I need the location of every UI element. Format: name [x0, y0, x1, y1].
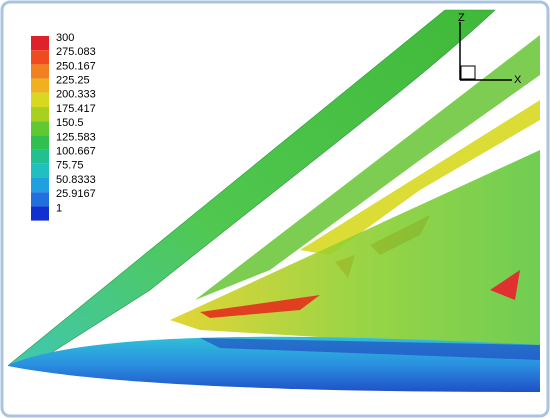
axis-triad: Z X: [458, 12, 522, 86]
legend-swatch: [31, 192, 49, 207]
legend-swatch: [31, 78, 49, 93]
legend-swatch: [31, 206, 49, 221]
color-legend: 300275.083250.167225.25200.333175.417150…: [31, 32, 96, 221]
legend-swatch: [31, 121, 49, 136]
legend-label: 100.667: [56, 146, 96, 158]
legend-swatch: [31, 107, 49, 122]
legend-swatch: [31, 64, 49, 79]
legend-label: 225.25: [56, 75, 90, 87]
legend-swatch: [31, 149, 49, 164]
legend-swatch: [31, 178, 49, 193]
legend-label: 1: [56, 202, 62, 214]
axis-label: Z: [458, 12, 465, 24]
legend-swatch: [31, 92, 49, 107]
legend-label: 25.9167: [56, 188, 96, 200]
legend-swatch: [31, 163, 49, 178]
axis-label: X: [514, 74, 522, 86]
legend-label: 275.083: [56, 46, 96, 58]
flow-field: [8, 9, 540, 392]
legend-label: 75.75: [56, 160, 84, 172]
legend-label: 300: [56, 32, 74, 44]
legend-swatch: [31, 36, 49, 51]
legend-swatch: [31, 50, 49, 65]
legend-label: 50.8333: [56, 174, 96, 186]
legend-label: 125.583: [56, 131, 96, 143]
legend-swatch: [31, 135, 49, 150]
legend-label: 175.417: [56, 103, 96, 115]
legend-label: 150.5: [56, 117, 84, 129]
legend-label: 250.167: [56, 60, 96, 72]
legend-label: 200.333: [56, 89, 96, 101]
